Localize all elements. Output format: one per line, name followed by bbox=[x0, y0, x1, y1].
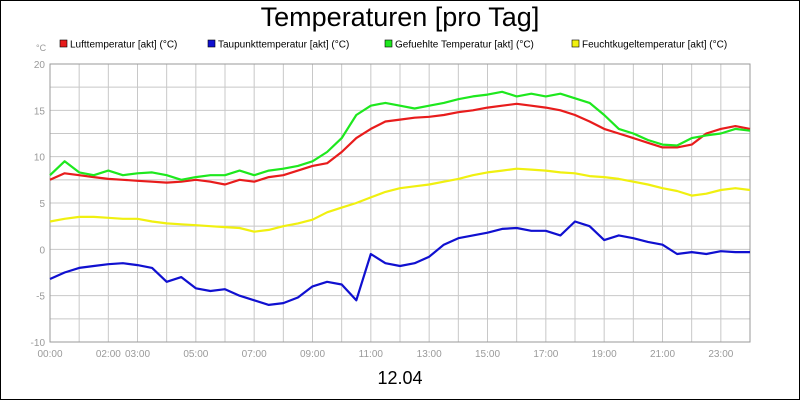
chart-date-label: 12.04 bbox=[377, 368, 423, 388]
legend-label: Gefuehlte Temperatur [akt] (°C) bbox=[395, 40, 534, 51]
x-tick-label: 05:00 bbox=[183, 349, 208, 360]
x-tick-label: 13:00 bbox=[417, 349, 442, 360]
x-tick-label: 17:00 bbox=[533, 349, 558, 360]
x-tick-label: 21:00 bbox=[650, 349, 675, 360]
legend: Lufttemperatur [akt] (°C) Taupunkttempera… bbox=[59, 39, 727, 51]
legend-label: Feuchtkugeltemperatur [akt] (°C) bbox=[582, 40, 727, 51]
legend-label: Lufttemperatur [akt] (°C) bbox=[70, 40, 177, 51]
legend-swatch bbox=[384, 39, 393, 48]
plot-border bbox=[49, 63, 751, 343]
x-tick-label: 19:00 bbox=[592, 349, 617, 360]
y-tick-label: 15 bbox=[34, 106, 46, 117]
y-tick-label: 0 bbox=[39, 245, 45, 256]
y-tick-label: -10 bbox=[31, 338, 46, 349]
x-tick-label: 02:00 bbox=[96, 349, 121, 360]
y-tick-label: -5 bbox=[36, 292, 45, 303]
x-tick-label: 11:00 bbox=[359, 349, 384, 360]
x-tick-label: 03:00 bbox=[125, 349, 150, 360]
chart-title: Temperaturen [pro Tag] bbox=[260, 2, 540, 32]
legend-swatch bbox=[571, 39, 580, 48]
legend-label: Taupunkttemperatur [akt] (°C) bbox=[218, 40, 349, 51]
legend-swatch bbox=[59, 39, 68, 48]
series-lines bbox=[49, 90, 751, 306]
x-tick-label: 15:00 bbox=[475, 349, 500, 360]
series-line-3 bbox=[49, 90, 751, 181]
x-tick-label: 23:00 bbox=[708, 349, 733, 360]
y-tick-label: 10 bbox=[34, 153, 46, 164]
x-tick-label: 09:00 bbox=[300, 349, 325, 360]
legend-swatch bbox=[207, 39, 216, 48]
y-axis-unit: °C bbox=[36, 43, 47, 53]
x-tick-label: 07:00 bbox=[242, 349, 267, 360]
axes bbox=[49, 63, 751, 343]
series-line-2 bbox=[49, 220, 750, 306]
y-tick-label: 5 bbox=[39, 199, 45, 210]
x-tick-label: 00:00 bbox=[37, 349, 62, 360]
y-tick-label: 20 bbox=[34, 60, 46, 71]
tick-labels: -10 -5 0 5 10 15 20 00:00 02:00 03:00 05:00 07:00 09… bbox=[31, 60, 734, 360]
series-line-1 bbox=[49, 102, 751, 186]
series-line-4 bbox=[49, 167, 751, 233]
